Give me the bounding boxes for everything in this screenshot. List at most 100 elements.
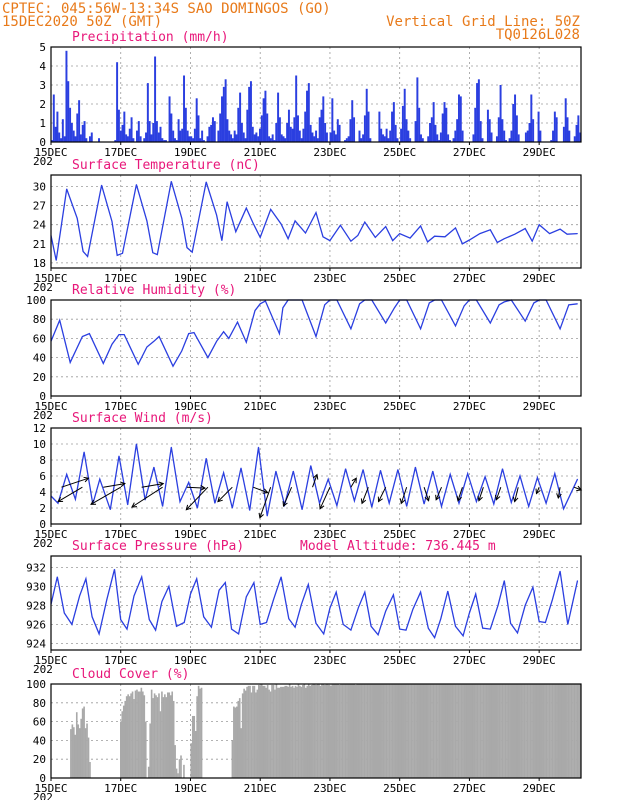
pressure-series-point bbox=[141, 576, 143, 578]
precip-bar bbox=[159, 126, 162, 142]
cloud-bar bbox=[128, 696, 131, 778]
cloud-bar bbox=[153, 693, 156, 778]
precip-bar bbox=[420, 134, 422, 142]
precip-bar bbox=[244, 138, 247, 142]
wind-vector-shaft bbox=[103, 483, 125, 488]
cloud-bar bbox=[561, 684, 564, 778]
cloud-bar bbox=[235, 706, 238, 778]
pressure-series-point bbox=[567, 623, 569, 625]
wind-series-point bbox=[319, 502, 320, 504]
pressure-series-point bbox=[210, 626, 212, 628]
cloud-bar bbox=[147, 766, 150, 778]
temp-series-point bbox=[305, 232, 306, 234]
cloud-bar bbox=[578, 684, 580, 778]
wind-series-point bbox=[197, 507, 198, 509]
precip-bar bbox=[325, 132, 328, 142]
wind-series-point bbox=[371, 506, 373, 508]
cloud-bar bbox=[140, 687, 143, 778]
cloud-bar bbox=[523, 684, 526, 778]
y-tick-label: 932 bbox=[26, 561, 46, 574]
wind-vector-shaft bbox=[283, 487, 293, 507]
x-tick-label: 23DEC bbox=[313, 528, 346, 541]
x-tick-label: 19DEC bbox=[174, 146, 207, 159]
temp-series-point bbox=[577, 233, 578, 235]
pressure-series-point bbox=[315, 623, 317, 624]
temp-series-point bbox=[409, 237, 411, 239]
cloud-bar bbox=[268, 689, 270, 778]
pressure-series-point bbox=[412, 608, 414, 610]
precip-bar bbox=[391, 111, 394, 142]
temp-series-point bbox=[55, 259, 57, 261]
cloud-bar bbox=[310, 684, 313, 778]
wind-vector-head bbox=[477, 495, 483, 502]
cloud-bar bbox=[366, 684, 369, 778]
precip-bar bbox=[528, 123, 531, 142]
pressure-series-point bbox=[231, 628, 233, 630]
precip-bar bbox=[555, 117, 558, 142]
cloud-bar bbox=[382, 684, 385, 778]
cloud-bar bbox=[460, 684, 463, 778]
wind-vector bbox=[573, 485, 583, 492]
cloud-bar bbox=[344, 684, 347, 778]
wind-vector bbox=[186, 485, 207, 491]
y-tick-label: 27 bbox=[33, 200, 46, 213]
x-tick-label: 21DEC bbox=[244, 146, 277, 159]
x-tick-label: 21DEC bbox=[244, 782, 277, 795]
precip-bar bbox=[188, 136, 191, 142]
cloud-bar bbox=[77, 724, 80, 778]
cloud-bar bbox=[280, 686, 282, 778]
cloud-bar bbox=[172, 700, 175, 778]
temp-series-point bbox=[385, 226, 387, 227]
precip-bar bbox=[72, 130, 75, 142]
cloud-bar bbox=[391, 684, 394, 778]
pressure-series-point bbox=[294, 626, 296, 628]
temp-series-point bbox=[559, 228, 561, 230]
panel-precip: 0 1 2 3 4 5 15DEC 17DEC 19DEC 21DEC 23DEC 25DEC 27DE… bbox=[33, 30, 582, 168]
pressure-series-point bbox=[462, 635, 464, 637]
cloud-bar bbox=[476, 684, 479, 778]
cloud-bar bbox=[349, 684, 351, 778]
rh-series-point bbox=[153, 340, 155, 342]
cloud-bar bbox=[262, 685, 265, 778]
cloud-bar bbox=[168, 692, 171, 778]
cloud-bar bbox=[570, 684, 573, 778]
precip-bar bbox=[497, 117, 500, 142]
cloud-bar bbox=[575, 684, 577, 778]
cloud-bar bbox=[542, 684, 545, 778]
precip-bar bbox=[219, 113, 222, 142]
wind-vector bbox=[477, 487, 484, 502]
cloud-bar bbox=[420, 684, 423, 778]
cloud-bar bbox=[376, 684, 379, 778]
pressure-series-point bbox=[238, 633, 239, 635]
wind-series-point bbox=[449, 474, 451, 475]
precip-bar bbox=[443, 102, 446, 142]
precip-bar bbox=[85, 138, 88, 142]
wind-vector-head bbox=[435, 494, 441, 501]
cloud-bar bbox=[422, 684, 425, 778]
wind-vector-head bbox=[258, 512, 264, 519]
cloud-bar bbox=[327, 684, 329, 778]
pressure-series-line bbox=[50, 569, 579, 640]
wind-vector bbox=[423, 487, 430, 502]
wind-vector-head bbox=[120, 481, 126, 488]
pressure-series-point bbox=[259, 623, 261, 625]
wind-series-point bbox=[502, 468, 503, 470]
pressure-series-point bbox=[168, 585, 170, 587]
cloud-bar bbox=[71, 724, 74, 778]
pressure-series-point bbox=[350, 629, 352, 631]
x-tick-label: 15DEC bbox=[34, 654, 67, 667]
precip-bar bbox=[363, 115, 366, 142]
wind-vector-shaft bbox=[495, 487, 502, 500]
cloud-bar bbox=[166, 692, 169, 778]
rh-series-point bbox=[503, 301, 505, 303]
y-tick-label: 40 bbox=[33, 734, 46, 747]
cloud-bar bbox=[324, 684, 326, 778]
cloud-bar bbox=[193, 715, 196, 778]
cloud-bar bbox=[401, 684, 404, 778]
x-tick-label: 27DEC bbox=[453, 400, 486, 413]
cloud-bar bbox=[337, 684, 339, 778]
pressure-series-point bbox=[79, 595, 80, 597]
cloud-bar bbox=[159, 711, 162, 778]
temp-series-point bbox=[496, 242, 498, 243]
precip-bar bbox=[54, 126, 57, 142]
